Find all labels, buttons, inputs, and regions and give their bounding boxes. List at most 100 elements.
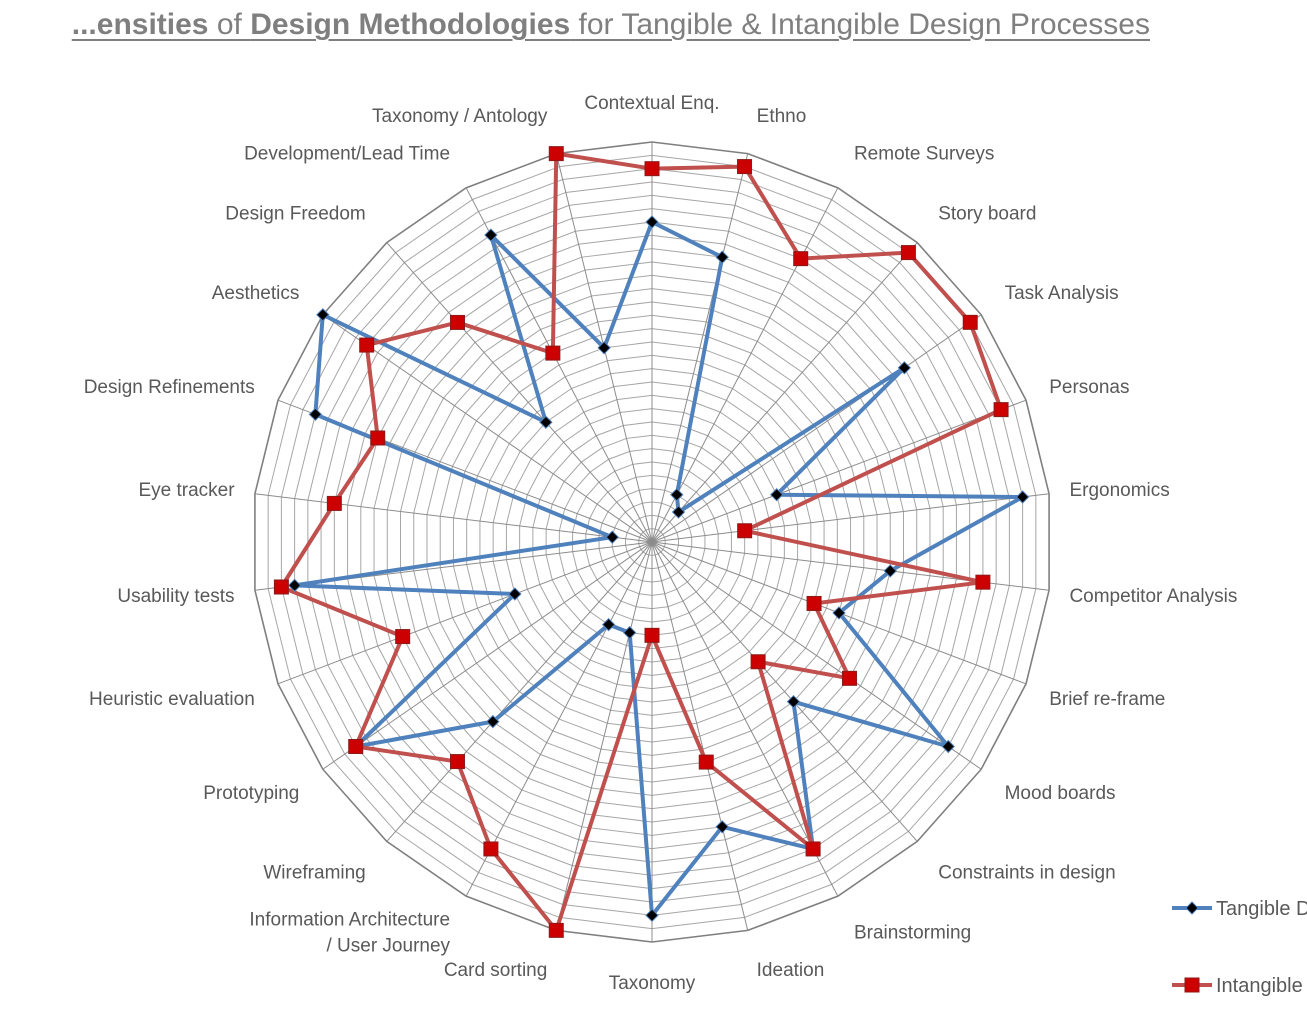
data-point-tangible	[671, 505, 686, 519]
grid-spoke	[277, 541, 653, 685]
grid-spoke	[651, 187, 839, 543]
grid-spoke	[555, 541, 653, 931]
data-point-intangible	[644, 161, 660, 177]
category-label: Competitor Analysis	[1069, 586, 1237, 607]
data-point-tangible	[287, 578, 302, 593]
title-part-1: ...ensities	[71, 8, 209, 41]
category-label: Aesthetics	[212, 283, 300, 304]
data-point-tangible	[1015, 490, 1030, 504]
data-point-intangible	[545, 345, 561, 361]
grid-spoke	[322, 541, 653, 770]
grid-spoke	[651, 541, 918, 842]
category-label: Brainstorming	[854, 923, 971, 944]
legend-label: Intangible	[1216, 975, 1303, 997]
data-point-tangible	[786, 694, 801, 709]
data-point-intangible	[900, 245, 916, 261]
grid-spoke	[651, 541, 839, 897]
category-label: Wireframing	[263, 862, 365, 883]
data-point-intangible	[737, 523, 753, 539]
category-label: Ideation	[757, 960, 825, 981]
category-label: Personas	[1049, 377, 1129, 398]
data-point-tangible	[715, 250, 729, 264]
data-point-intangible	[449, 314, 465, 330]
category-label: Eye tracker	[138, 480, 235, 501]
grid-spoke	[254, 493, 653, 543]
data-point-intangible	[806, 595, 822, 611]
category-label: Mood boards	[1005, 783, 1116, 804]
data-point-tangible	[897, 361, 912, 375]
category-label: Development/Lead Time	[244, 143, 450, 164]
data-point-tangible	[670, 488, 684, 502]
data-point-intangible	[449, 754, 465, 770]
data-point-tangible	[769, 488, 784, 502]
data-point-intangible	[698, 754, 714, 770]
category-label: Taxonomy	[609, 973, 696, 994]
data-point-intangible	[993, 402, 1009, 418]
grid-spoke	[322, 314, 653, 543]
category-label: Prototyping	[203, 783, 299, 804]
legend: Tangible D Intangible	[1172, 898, 1307, 997]
data-point-intangible	[750, 654, 766, 670]
data-point-intangible	[793, 251, 809, 267]
series-markers	[273, 146, 1030, 938]
category-label: Information Architecture / User Journey	[249, 910, 450, 957]
category-label: Design Freedom	[225, 204, 365, 225]
data-point-tangible	[883, 564, 897, 578]
title-part-3: Design Methodologies	[250, 8, 571, 41]
data-point-intangible	[483, 841, 499, 857]
category-label: Contextual Enq.	[584, 93, 719, 114]
data-point-intangible	[273, 579, 289, 595]
category-label: Brief re-frame	[1049, 689, 1165, 710]
grid-spoke	[465, 187, 653, 543]
category-label: Heuristic evaluation	[89, 689, 255, 710]
grid-spoke	[651, 493, 1050, 543]
data-point-intangible	[359, 337, 375, 353]
category-label: Remote Surveys	[854, 143, 994, 164]
data-point-tangible	[308, 407, 323, 422]
data-point-intangible	[644, 627, 660, 643]
category-label: Design Refinements	[84, 377, 255, 398]
data-point-tangible	[508, 587, 522, 601]
data-point-tangible	[622, 625, 637, 640]
data-point-tangible	[539, 415, 553, 429]
category-label: Usability tests	[117, 586, 234, 607]
data-point-tangible	[941, 739, 955, 754]
category-label: Card sorting	[444, 960, 548, 981]
data-point-intangible	[842, 670, 858, 686]
grid-spoke	[651, 541, 749, 931]
legend-marker-square	[1184, 977, 1200, 993]
grid-spoke	[651, 541, 982, 770]
data-point-tangible	[484, 228, 498, 242]
data-point-intangible	[370, 430, 386, 446]
data-point-tangible	[486, 714, 500, 729]
data-point-tangible	[832, 606, 846, 620]
category-labels: Contextual Enq. Ethno Remote Surveys Story …	[84, 93, 1238, 994]
data-point-intangible	[975, 574, 991, 590]
category-label: Task Analysis	[1005, 283, 1119, 304]
category-label: Constraints in design	[938, 862, 1115, 883]
chart-title: ...ensities of Design Methodologies for …	[0, 8, 1150, 42]
grid-spoke	[386, 242, 653, 543]
category-label: Story board	[938, 204, 1036, 225]
title-part-4: for Tangible & Intangible Design Process…	[570, 8, 1150, 41]
data-point-intangible	[548, 922, 564, 938]
data-point-intangible	[348, 739, 364, 755]
data-point-tangible	[316, 308, 330, 322]
data-point-intangible	[737, 159, 753, 175]
data-point-intangible	[326, 495, 342, 511]
title-part-2: of	[208, 8, 251, 41]
legend-marker-diamond	[1185, 901, 1199, 915]
data-point-tangible	[645, 215, 659, 229]
data-point-intangible	[548, 146, 564, 162]
grid-spoke	[651, 314, 982, 543]
data-point-intangible	[805, 841, 821, 857]
data-point-intangible	[395, 629, 411, 645]
data-point-tangible	[645, 908, 659, 923]
data-point-tangible	[605, 530, 619, 544]
category-label: Ethno	[757, 106, 807, 127]
category-label: Taxonomy / Antology	[372, 106, 548, 127]
grid-spoke	[651, 153, 749, 543]
legend-label: Tangible D	[1216, 898, 1307, 920]
category-label: Ergonomics	[1069, 480, 1169, 501]
